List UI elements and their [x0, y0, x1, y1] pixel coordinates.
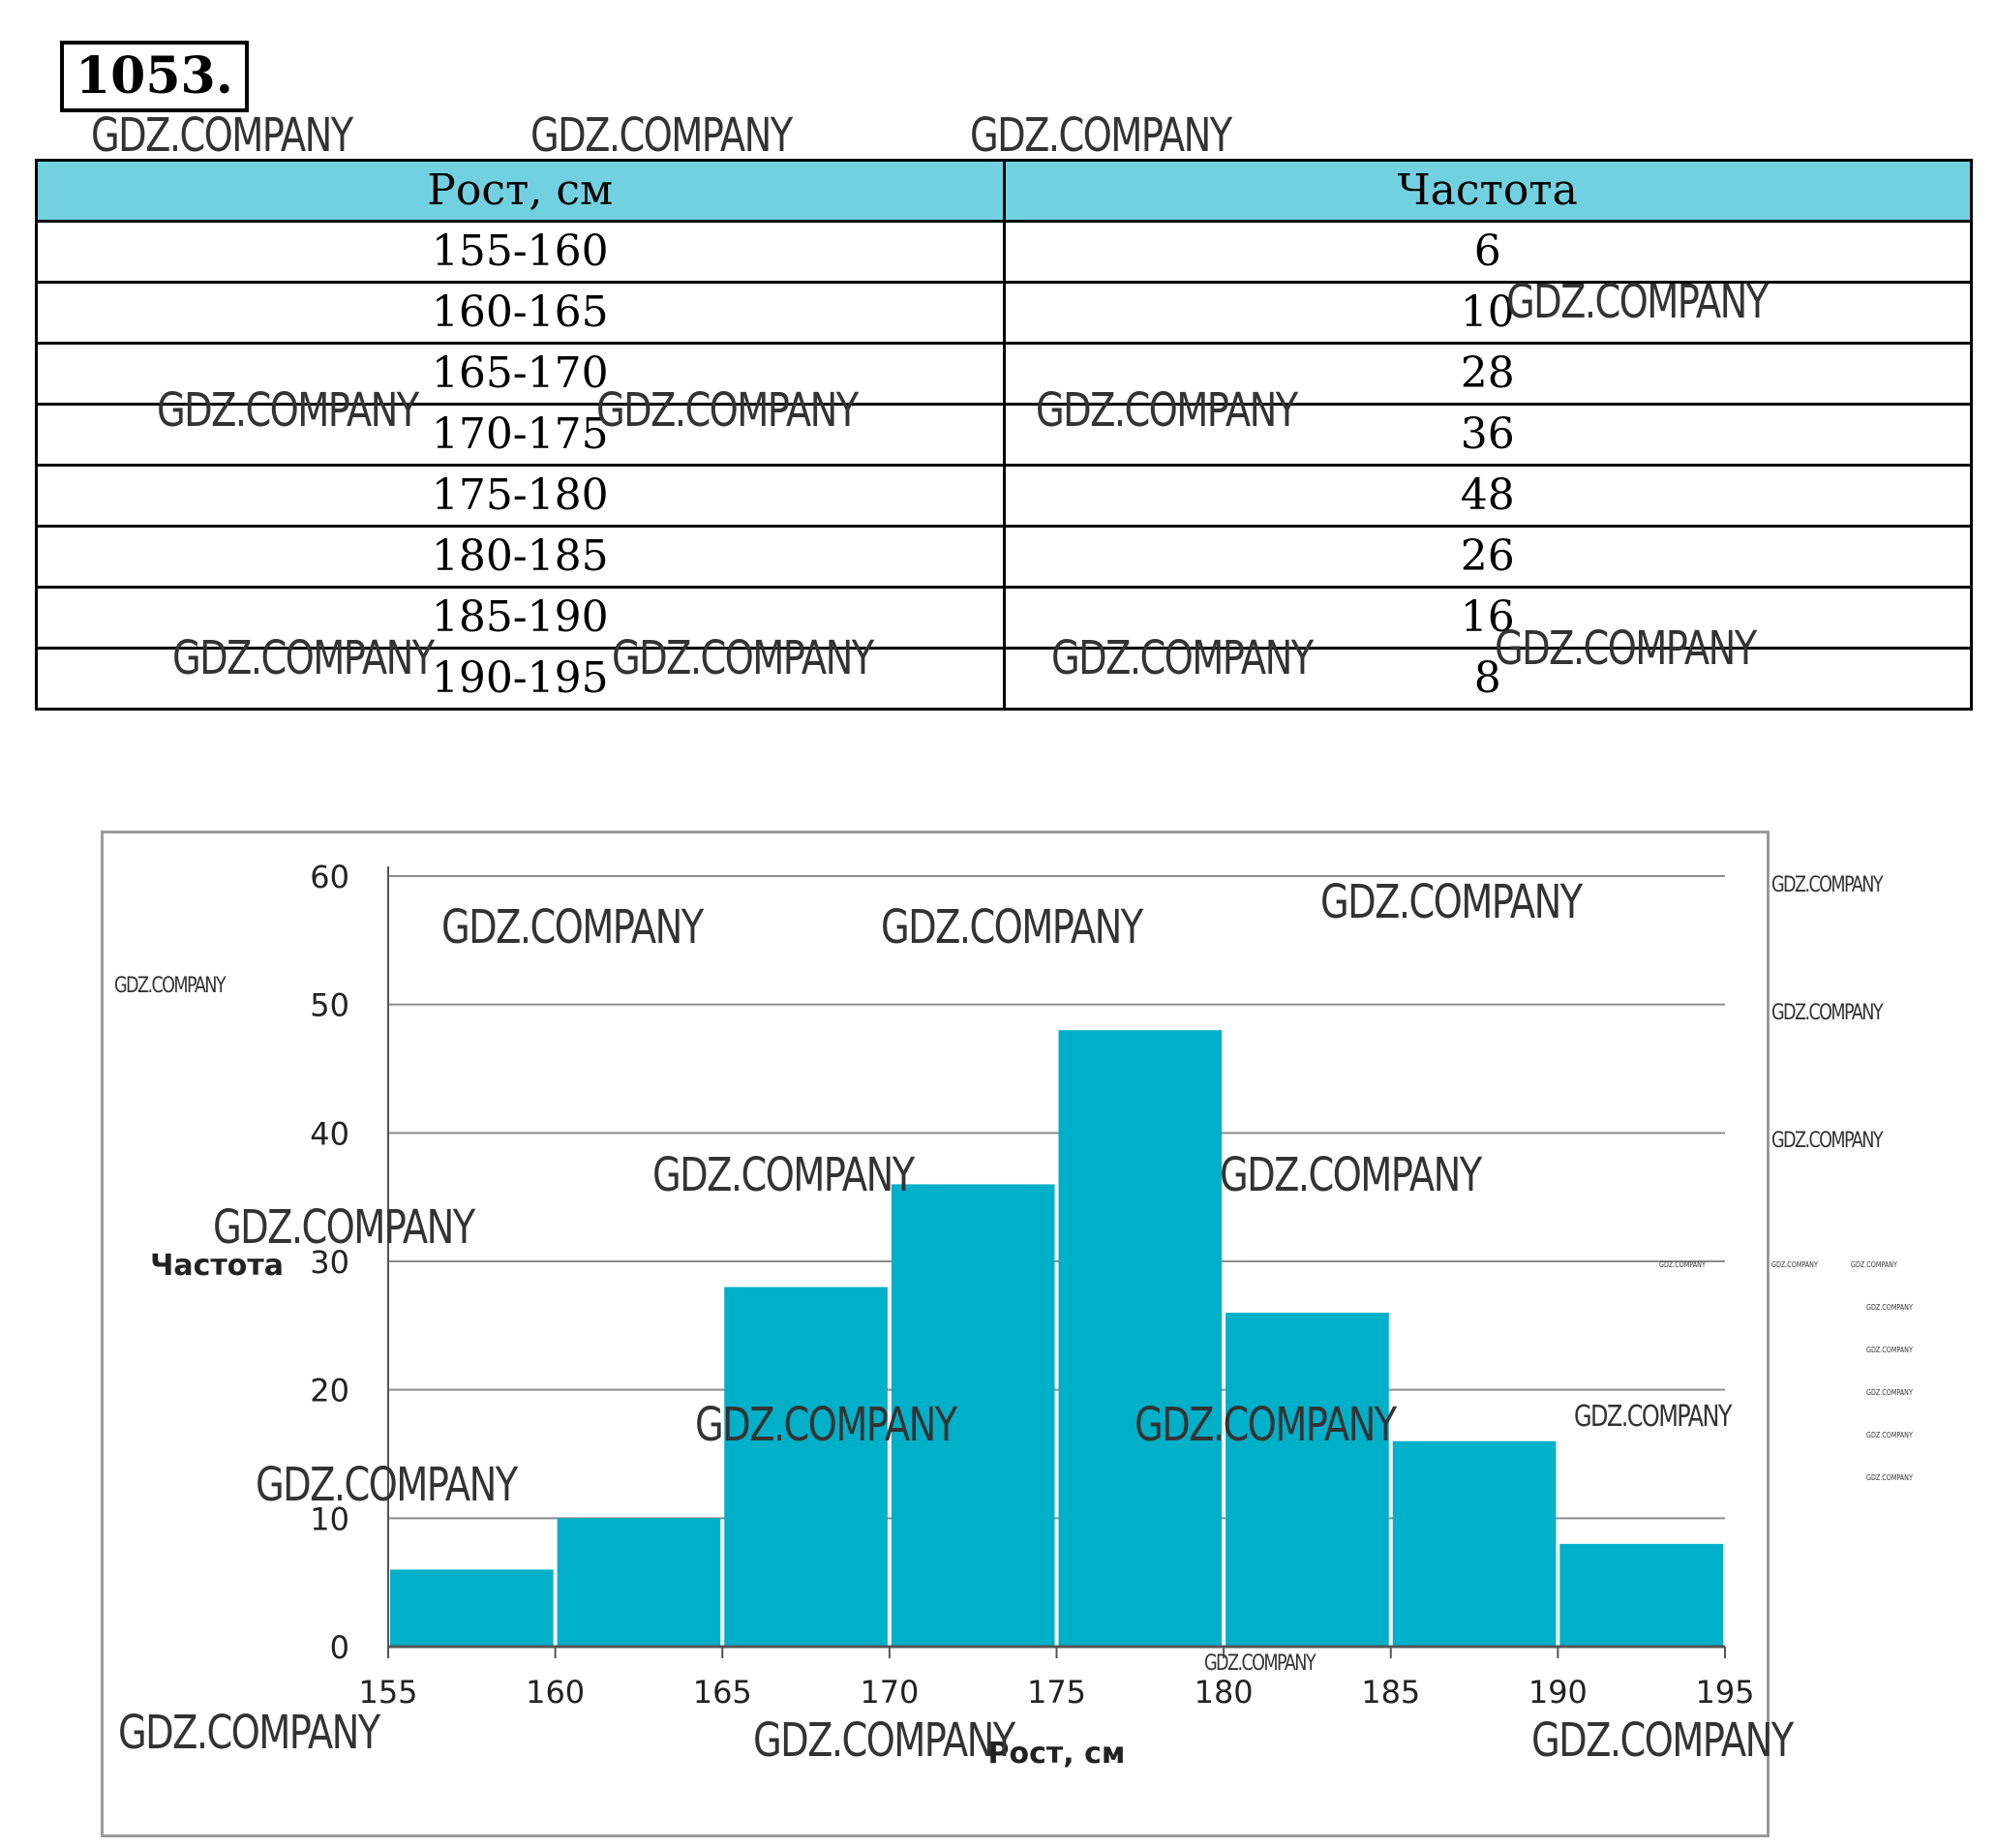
x-tick-label: 175 — [1027, 1674, 1086, 1711]
frequency-cell: 36 — [1002, 403, 1973, 467]
height-range-cell: 175-180 — [35, 464, 1006, 528]
watermark: GDZ.COMPANY — [1051, 631, 1314, 685]
watermark: GDZ.COMPANY — [1204, 1651, 1316, 1676]
histogram-bar — [1058, 1030, 1223, 1647]
height-range-cell: 185-190 — [35, 586, 1006, 650]
table-row: 185-190 16 — [35, 586, 1973, 650]
histogram-chart: 0 10 20 30 40 50 60 155 160 165 170 175 180 185 190 195… — [150, 859, 1754, 1771]
frequency-cell: 28 — [1002, 342, 1973, 406]
frequency-cell: 6 — [1002, 220, 1973, 284]
watermark: GDZ.COMPANY — [1771, 1001, 1884, 1025]
watermark: GDZ.COMPANY — [1036, 383, 1298, 438]
y-tick-label: 0 — [330, 1629, 349, 1666]
watermark: GDZ.COMPANY — [213, 1200, 475, 1255]
y-tick-label: 40 — [310, 1115, 349, 1152]
table-row: 175-180 48 — [35, 464, 1973, 528]
height-range-cell: 165-170 — [35, 342, 1006, 406]
x-tick-label: 155 — [358, 1674, 417, 1711]
problem-number: 1053. — [60, 41, 249, 112]
frequency-cell: 8 — [1002, 647, 1973, 711]
watermark: GDZ.COMPANY — [1531, 1713, 1794, 1768]
watermark: GDZ.COMPANY — [1866, 1431, 1913, 1439]
table-row: 180-185 26 — [35, 525, 1973, 589]
frequency-cell: 48 — [1002, 464, 1973, 528]
watermark: GDZ.COMPANY — [652, 1148, 915, 1202]
watermark: GDZ.COMPANY — [970, 108, 1232, 163]
x-tick-label: 185 — [1361, 1674, 1420, 1711]
y-tick-label: 60 — [310, 859, 349, 895]
watermark: GDZ.COMPANY — [114, 974, 227, 998]
histogram-bar — [1225, 1313, 1389, 1647]
watermark: GDZ.COMPANY — [256, 1458, 518, 1512]
frequency-cell: 16 — [1002, 586, 1973, 650]
histogram-bar — [557, 1518, 721, 1647]
frequency-cell: 10 — [1002, 281, 1973, 345]
table-row: 190-195 8 — [35, 647, 1973, 711]
watermark: GDZ.COMPANY — [695, 1398, 957, 1452]
watermark: GDZ.COMPANY — [1506, 275, 1769, 329]
watermark: GDZ.COMPANY — [1771, 873, 1884, 897]
watermark: GDZ.COMPANY — [753, 1713, 1015, 1768]
watermark: GDZ.COMPANY — [118, 1706, 380, 1760]
watermark: GDZ.COMPANY — [1574, 1400, 1732, 1434]
y-tick-label: 10 — [310, 1500, 349, 1537]
watermark: GDZ.COMPANY — [441, 900, 704, 954]
column-header-frequency: Частота — [1002, 159, 1973, 223]
watermark: GDZ.COMPANY — [530, 108, 793, 163]
histogram-frame: 0 10 20 30 40 50 60 155 160 165 170 175 180 185 190 195… — [101, 831, 1770, 1837]
histogram-bar — [1392, 1440, 1557, 1647]
y-tick-label: 30 — [310, 1244, 349, 1281]
watermark: GDZ.COMPANY — [1866, 1303, 1913, 1312]
histogram-bar — [891, 1184, 1055, 1647]
histogram-bar — [1559, 1543, 1723, 1647]
frequency-cell: 26 — [1002, 525, 1973, 589]
x-tick-label: 170 — [860, 1674, 919, 1711]
watermark: GDZ.COMPANY — [1771, 1129, 1884, 1153]
watermark: GDZ.COMPANY — [172, 631, 435, 685]
table-row: 165-170 28 — [35, 342, 1973, 406]
watermark: GDZ.COMPANY — [91, 108, 353, 163]
watermark: GDZ.COMPANY — [596, 383, 859, 438]
height-range-cell: 180-185 — [35, 525, 1006, 589]
x-tick-label: 165 — [693, 1674, 752, 1711]
height-range-cell: 155-160 — [35, 220, 1006, 284]
table-row: 170-175 36 — [35, 403, 1973, 467]
x-tick-label: 160 — [526, 1674, 585, 1711]
watermark: GDZ.COMPANY — [1220, 1148, 1482, 1202]
table-row: 160-165 10 — [35, 281, 1973, 345]
y-axis-title: Частота — [150, 1249, 284, 1283]
x-tick-label: 180 — [1195, 1674, 1254, 1711]
watermark: GDZ.COMPANY — [1866, 1473, 1913, 1482]
watermark: GDZ.COMPANY — [1320, 875, 1583, 929]
histogram-bar — [390, 1569, 554, 1647]
watermark: GDZ.COMPANY — [1866, 1388, 1913, 1397]
x-axis-title: Рост, см — [988, 1737, 1126, 1771]
height-range-cell: 160-165 — [35, 281, 1006, 345]
watermark: GDZ.COMPANY — [612, 631, 874, 685]
watermark: GDZ.COMPANY — [1866, 1346, 1913, 1354]
histogram-bar — [724, 1287, 888, 1647]
watermark: GDZ.COMPANY — [1495, 621, 1757, 676]
x-tick-label: 195 — [1695, 1674, 1754, 1711]
height-range-cell: 190-195 — [35, 647, 1006, 711]
height-range-cell: 170-175 — [35, 403, 1006, 467]
watermark: GDZ.COMPANY — [1771, 1260, 1818, 1269]
watermark: GDZ.COMPANY — [881, 900, 1143, 954]
frequency-table: Рост, см Частота 155-160 6 160-165 10 165-… — [35, 159, 1973, 711]
table-header-row: Рост, см Частота — [35, 159, 1973, 223]
table-row: 155-160 6 — [35, 220, 1973, 284]
watermark: GDZ.COMPANY — [1659, 1260, 1706, 1269]
x-tick-label: 190 — [1528, 1674, 1588, 1711]
column-header-height: Рост, см — [35, 159, 1006, 223]
y-tick-label: 50 — [310, 987, 349, 1024]
watermark: GDZ.COMPANY — [1135, 1398, 1397, 1452]
watermark: GDZ.COMPANY — [1851, 1260, 1897, 1269]
y-tick-label: 20 — [310, 1373, 349, 1409]
watermark: GDZ.COMPANY — [157, 383, 419, 438]
